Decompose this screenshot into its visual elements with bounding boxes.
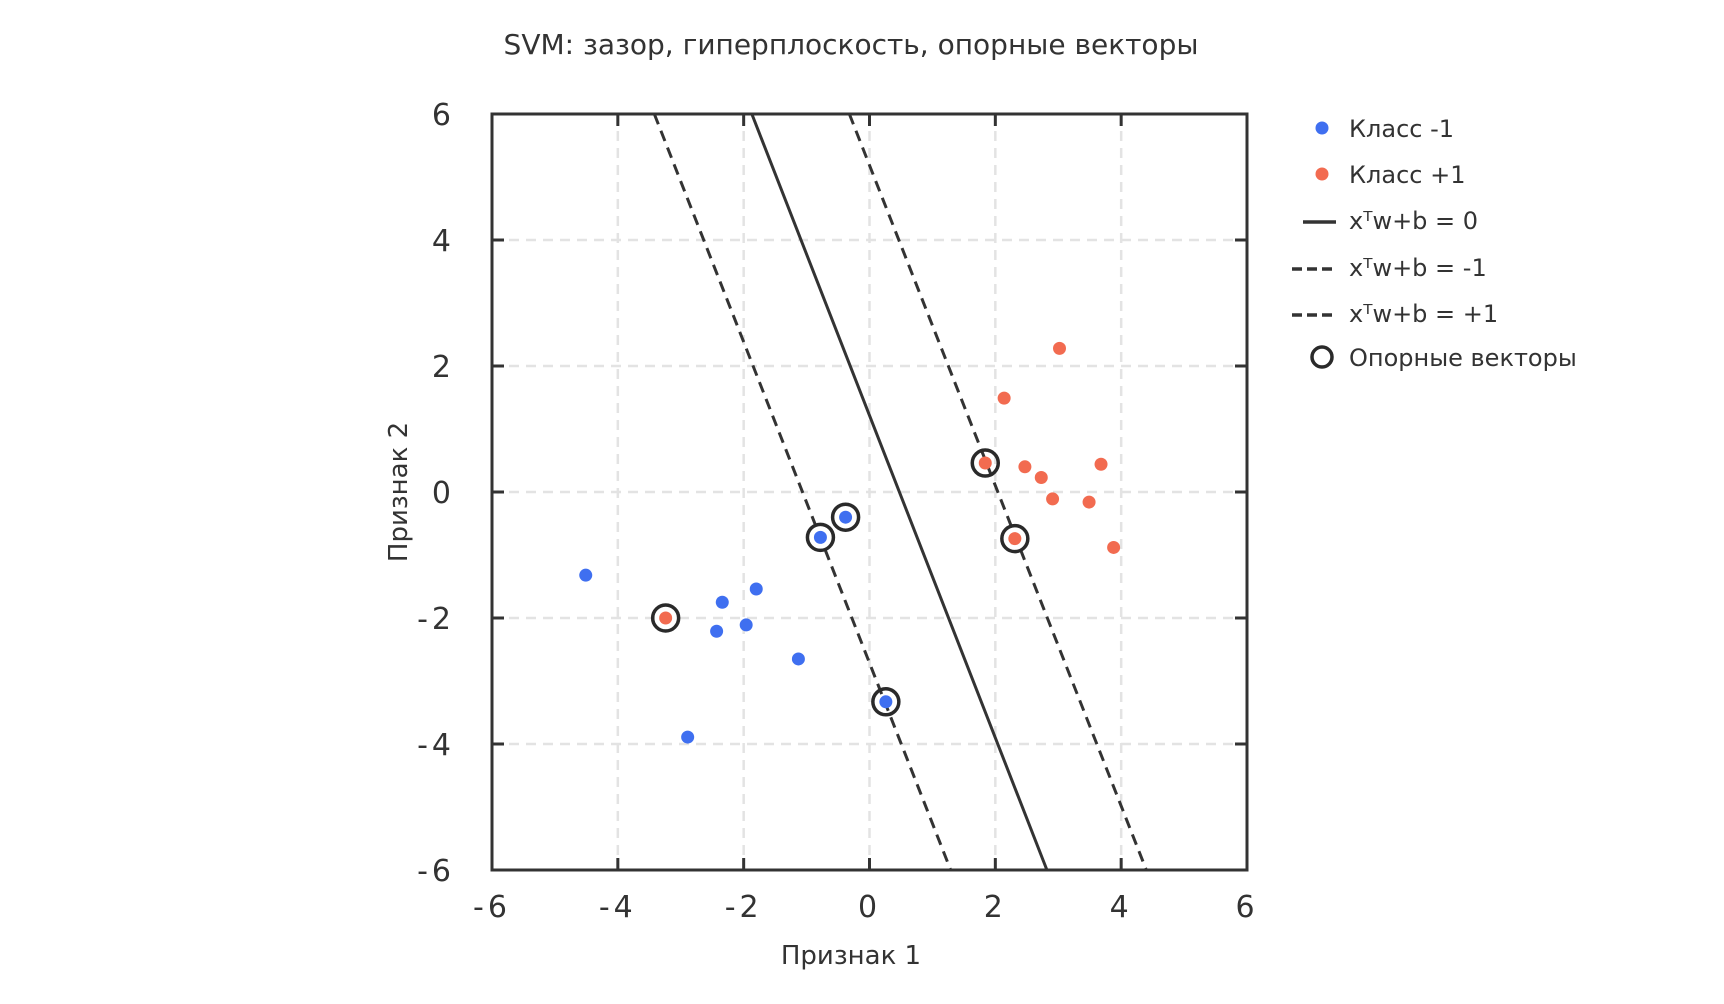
legend-marker-red-dot: [1315, 167, 1329, 181]
legend-label: xᵀw+b = 0: [1349, 207, 1478, 235]
y-tick-label: -2: [417, 602, 455, 637]
legend-label: Класс +1: [1349, 161, 1465, 189]
data-point: [710, 624, 724, 638]
data-point: [681, 730, 695, 744]
x-tick-label: 4: [1110, 890, 1133, 925]
x-tick-label: -6: [473, 890, 511, 925]
grid: [492, 114, 1247, 870]
support-vector-ring: [830, 502, 861, 532]
data-point: [659, 611, 673, 625]
data-point: [739, 618, 753, 632]
support-vector-ring: [871, 687, 901, 717]
ticks: -6 -4 -2 0 2 4 6 6 4 2 0 -2 -4 -6: [417, 98, 1258, 925]
x-tick-label: 2: [984, 890, 1007, 925]
data-points: [579, 341, 1121, 744]
x-tick-label: 0: [858, 890, 881, 925]
data-point: [1107, 540, 1121, 554]
x-tick-label: -4: [599, 890, 637, 925]
legend-label: xᵀw+b = -1: [1349, 254, 1487, 282]
legend-label: Опорные векторы: [1349, 344, 1577, 372]
x-tick-label: 6: [1235, 890, 1258, 925]
y-tick-label: -4: [417, 728, 455, 763]
support-vector-ring: [970, 448, 1001, 478]
data-point: [879, 695, 893, 709]
data-point: [1053, 341, 1067, 355]
data-point: [749, 582, 763, 596]
y-tick-label: 0: [432, 476, 455, 511]
legend: Класс -1 Класс +1 xᵀw+b = 0 xᵀw+b = -1 xᵀw+b…: [1292, 115, 1577, 372]
y-tick-label: -6: [417, 854, 455, 889]
legend-label: Класс -1: [1349, 115, 1454, 143]
chart-title: SVM: зазор, гиперплоскость, опорные вект…: [504, 28, 1199, 61]
support-vector-ring: [650, 603, 681, 633]
legend-label: xᵀw+b = +1: [1349, 300, 1498, 328]
data-point: [1008, 532, 1022, 546]
data-point: [839, 510, 853, 524]
data-point: [579, 568, 593, 582]
data-point: [978, 456, 992, 470]
y-tick-label: 2: [432, 350, 455, 385]
y-axis-label: Признак 2: [384, 422, 414, 562]
decision-lines: [652, 113, 1148, 871]
hyperplane-line: [750, 113, 1049, 871]
data-point: [813, 530, 827, 544]
support-vector-ring: [805, 522, 836, 553]
data-point: [1046, 492, 1060, 506]
support-vector-rings: [650, 448, 1030, 717]
data-point: [1082, 495, 1096, 509]
data-point: [791, 652, 805, 666]
margin-line: [652, 113, 953, 871]
margin-line: [847, 113, 1148, 871]
data-point: [1034, 471, 1048, 485]
data-point: [715, 595, 729, 609]
data-point: [1018, 460, 1032, 474]
legend-marker-blue-dot: [1315, 121, 1329, 135]
data-point: [997, 391, 1011, 405]
data-point: [1094, 457, 1108, 471]
x-tick-label: -2: [725, 890, 763, 925]
legend-marker-ring: [1310, 345, 1334, 369]
x-axis-label: Признак 1: [781, 941, 921, 971]
y-tick-label: 4: [432, 224, 455, 259]
y-tick-label: 6: [432, 98, 455, 133]
support-vector-ring: [1000, 523, 1030, 554]
